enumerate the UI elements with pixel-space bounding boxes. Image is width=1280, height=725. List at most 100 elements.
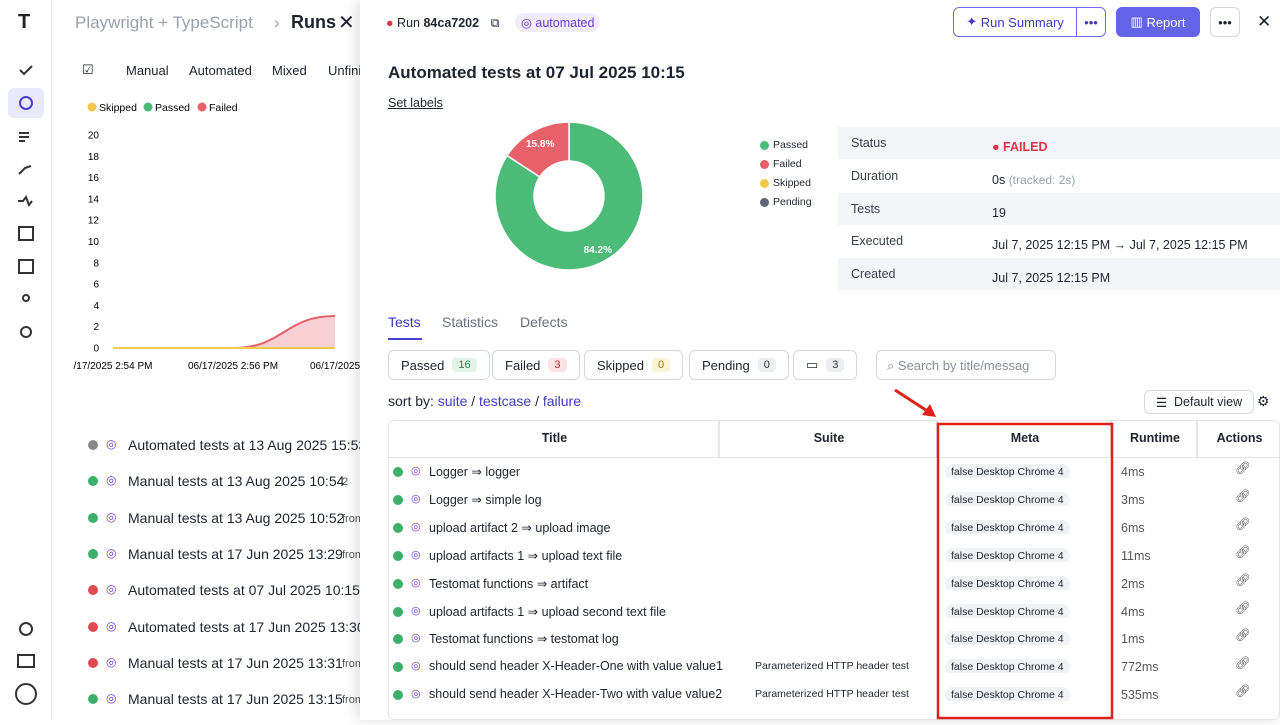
test-meta: false Desktop Chrome 4 xyxy=(945,631,1070,646)
view-button[interactable]: ☰ Default view xyxy=(1144,390,1254,414)
filter-chip[interactable]: Passed 16 xyxy=(388,350,490,380)
tab[interactable]: Statistics xyxy=(442,314,499,330)
run-summary-button[interactable]: ✦ Run Summary xyxy=(953,7,1077,37)
run-title[interactable]: Manual tests at 17 Jun 2025 13:15 xyxy=(128,691,343,708)
status-icon xyxy=(393,662,403,673)
close-panel[interactable]: ✕ xyxy=(1257,12,1272,31)
meta-tag: false Desktop Chrome 4 xyxy=(945,547,1070,562)
status-icon xyxy=(393,467,403,477)
runs-icon[interactable] xyxy=(19,96,33,110)
settings-icon[interactable]: ⚙ xyxy=(1257,393,1270,409)
sort-option[interactable]: failure xyxy=(542,393,581,409)
test-meta: false Desktop Chrome 4 xyxy=(945,519,1070,534)
chip-count: 3 xyxy=(548,358,567,372)
run-extra: from xyxy=(342,694,364,707)
status-icon xyxy=(393,634,403,645)
run-extra: from xyxy=(342,512,364,525)
filter-chip[interactable]: ▭ 3 xyxy=(793,350,858,380)
donut-slice xyxy=(494,121,644,271)
status-icon xyxy=(393,522,403,533)
chip-count: 3 xyxy=(826,358,845,372)
filter-chip[interactable]: Failed 3 xyxy=(492,350,580,380)
meta-tag: false Desktop Chrome 4 xyxy=(945,575,1070,590)
filter-chip[interactable]: Pending 0 xyxy=(689,350,789,380)
chip-label: Passed xyxy=(401,357,445,373)
sort-option[interactable]: testcase xyxy=(479,393,532,409)
test-title[interactable]: should send header X-Header-One with val… xyxy=(429,659,723,674)
close-left[interactable]: ✕ xyxy=(338,12,355,34)
link-action[interactable]: 🔗︎ xyxy=(1235,544,1251,559)
link-action[interactable]: 🔗︎ xyxy=(1235,656,1251,671)
test-title[interactable]: Testomat functions ⇒ testomat log xyxy=(429,632,619,647)
filter-tab[interactable]: Manual xyxy=(126,63,169,78)
donut-label: 15.8% xyxy=(526,139,554,150)
run-title[interactable]: Manual tests at 17 Jun 2025 13:29 xyxy=(128,545,343,562)
info-label: Executed xyxy=(851,234,904,249)
status-icon xyxy=(88,694,98,705)
type-icon: ◎ xyxy=(411,632,421,645)
link-action[interactable]: 🔗︎ xyxy=(1235,516,1251,531)
test-meta: false Desktop Chrome 4 xyxy=(945,491,1070,506)
summary-more[interactable]: ••• xyxy=(1076,7,1106,37)
test-title[interactable]: upload artifacts 1 ⇒ upload text file xyxy=(429,548,623,563)
breadcrumb-project[interactable]: Playwright + TypeScript xyxy=(75,13,253,32)
info-value-text: 19 xyxy=(992,205,1006,220)
report-button[interactable]: ▥ Report xyxy=(1116,7,1200,37)
y-tick-label: 18 xyxy=(88,152,100,163)
info-value: ● FAILED xyxy=(992,140,1048,154)
search-placeholder: Search by title/messag xyxy=(897,358,1030,373)
status-icon xyxy=(393,550,403,561)
test-runtime: 1ms xyxy=(1121,632,1145,647)
test-runtime: 6ms xyxy=(1121,520,1145,535)
search-box[interactable]: ⌕ Search by title/messag xyxy=(876,350,1056,380)
link-action[interactable]: 🔗︎ xyxy=(1235,600,1251,615)
run-extra: from xyxy=(342,657,364,670)
info-value: Jul 7, 2025 12:15 PM → Jul 7, 2025 12:15… xyxy=(992,238,1248,252)
set-labels[interactable]: Set labels xyxy=(388,96,443,110)
link-action[interactable]: 🔗︎ xyxy=(1235,684,1251,699)
test-title[interactable]: upload artifact 2 ⇒ upload image xyxy=(429,520,611,535)
status-icon xyxy=(88,657,98,668)
link-action[interactable]: 🔗︎ xyxy=(1235,461,1251,475)
run-title[interactable]: Automated tests at 17 Jun 2025 13:30 xyxy=(128,618,365,635)
run-label: Run xyxy=(397,16,420,30)
nav-icons[interactable] xyxy=(15,65,37,705)
run-title[interactable]: Manual tests at 17 Jun 2025 13:31 xyxy=(128,654,343,671)
run-extra: from xyxy=(342,548,364,561)
more-button[interactable]: ••• xyxy=(1210,7,1240,37)
logo: T xyxy=(18,11,30,33)
sort-option[interactable]: suite xyxy=(437,393,468,409)
test-title[interactable]: Testomat functions ⇒ artifact xyxy=(429,576,589,591)
y-tick-label: 8 xyxy=(93,258,99,269)
meta-tag: false Desktop Chrome 4 xyxy=(945,687,1070,702)
filter-tab[interactable]: Unfini xyxy=(328,63,362,78)
test-title[interactable]: upload artifacts 1 ⇒ upload second text … xyxy=(429,604,667,619)
link-action[interactable]: 🔗︎ xyxy=(1235,572,1251,587)
series-area xyxy=(113,316,335,348)
run-title[interactable]: Automated tests at 07 Jul 2025 10:15 xyxy=(128,582,360,599)
run-title[interactable]: Manual tests at 13 Aug 2025 10:52 xyxy=(128,509,345,526)
status-icon xyxy=(88,548,98,559)
test-meta: false Desktop Chrome 4 xyxy=(945,547,1070,562)
run-title[interactable]: Manual tests at 13 Aug 2025 10:54 xyxy=(128,473,345,490)
filter-tab[interactable]: Automated xyxy=(189,63,252,78)
filter-tab[interactable]: Mixed xyxy=(272,63,307,78)
meta-tag: false Desktop Chrome 4 xyxy=(945,464,1070,478)
link-action[interactable]: 🔗︎ xyxy=(1235,628,1251,643)
test-title[interactable]: should send header X-Header-Two with val… xyxy=(429,687,723,702)
info-label: Duration xyxy=(851,168,899,183)
test-title[interactable]: Logger ⇒ logger xyxy=(429,465,521,479)
legend-dot xyxy=(760,141,769,150)
test-meta: false Desktop Chrome 4 xyxy=(945,687,1070,702)
test-title[interactable]: Logger ⇒ simple log xyxy=(429,492,542,507)
tab[interactable]: Tests xyxy=(388,314,421,330)
info-value-text: Jul 7, 2025 12:15 PM → Jul 7, 2025 12:15… xyxy=(992,238,1248,253)
run-title[interactable]: Automated tests at 13 Aug 2025 15:53 xyxy=(128,437,367,453)
y-tick-label: 10 xyxy=(88,237,100,248)
y-tick-label: 12 xyxy=(88,216,100,227)
link-action[interactable]: 🔗︎ xyxy=(1235,488,1251,503)
runs-chart: Skipped Passed Failed 0 2 4 6 8 10 12 14 16 18 20/17/… xyxy=(74,102,361,372)
filter-chip[interactable]: Skipped 0 xyxy=(584,350,684,380)
y-tick-label: 20 xyxy=(88,131,100,142)
tab[interactable]: Defects xyxy=(520,314,568,330)
